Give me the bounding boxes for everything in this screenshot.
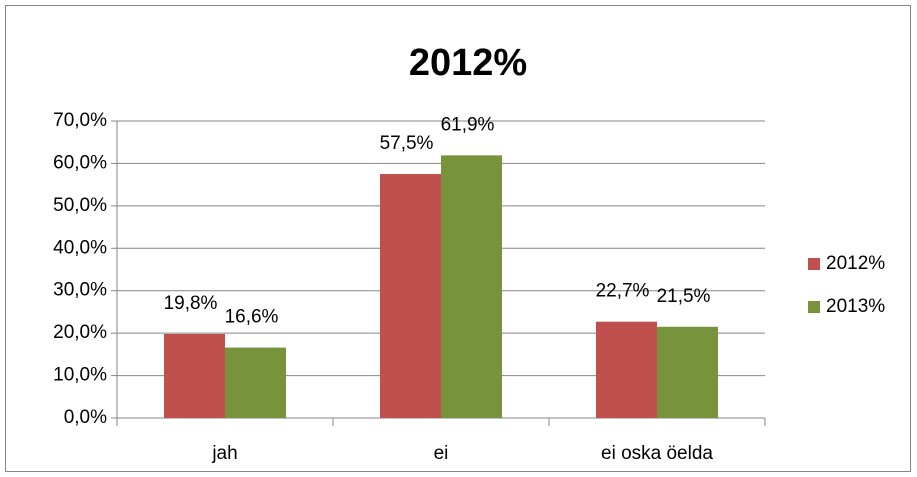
bar bbox=[657, 326, 718, 418]
legend-swatch bbox=[808, 258, 820, 270]
legend-swatch bbox=[808, 301, 820, 313]
y-tick-label: 20,0% bbox=[53, 322, 107, 343]
legend-label: 2012% bbox=[826, 253, 885, 274]
y-tick-label: 30,0% bbox=[53, 280, 107, 301]
bar bbox=[441, 155, 502, 419]
y-tick-label: 60,0% bbox=[53, 152, 107, 173]
value-label: 21,5% bbox=[657, 286, 711, 307]
y-tick-label: 0,0% bbox=[64, 407, 107, 428]
value-label: 57,5% bbox=[380, 133, 434, 154]
value-label: 22,7% bbox=[596, 281, 650, 302]
bar bbox=[164, 333, 225, 418]
bar bbox=[380, 174, 441, 418]
value-label: 61,9% bbox=[441, 114, 495, 135]
bar bbox=[225, 347, 286, 418]
x-tick-label: ei bbox=[434, 443, 449, 464]
y-tick-label: 50,0% bbox=[53, 195, 107, 216]
bar bbox=[596, 321, 657, 418]
chart-title: 2012% bbox=[409, 42, 527, 84]
legend-label: 2013% bbox=[826, 296, 885, 317]
y-tick-label: 70,0% bbox=[53, 110, 107, 131]
y-tick-label: 10,0% bbox=[53, 365, 107, 386]
x-tick-label: jah bbox=[211, 443, 237, 464]
x-tick-label: ei oska öelda bbox=[601, 443, 713, 464]
value-label: 19,8% bbox=[164, 293, 218, 314]
y-tick-label: 40,0% bbox=[53, 237, 107, 258]
value-label: 16,6% bbox=[225, 307, 279, 328]
